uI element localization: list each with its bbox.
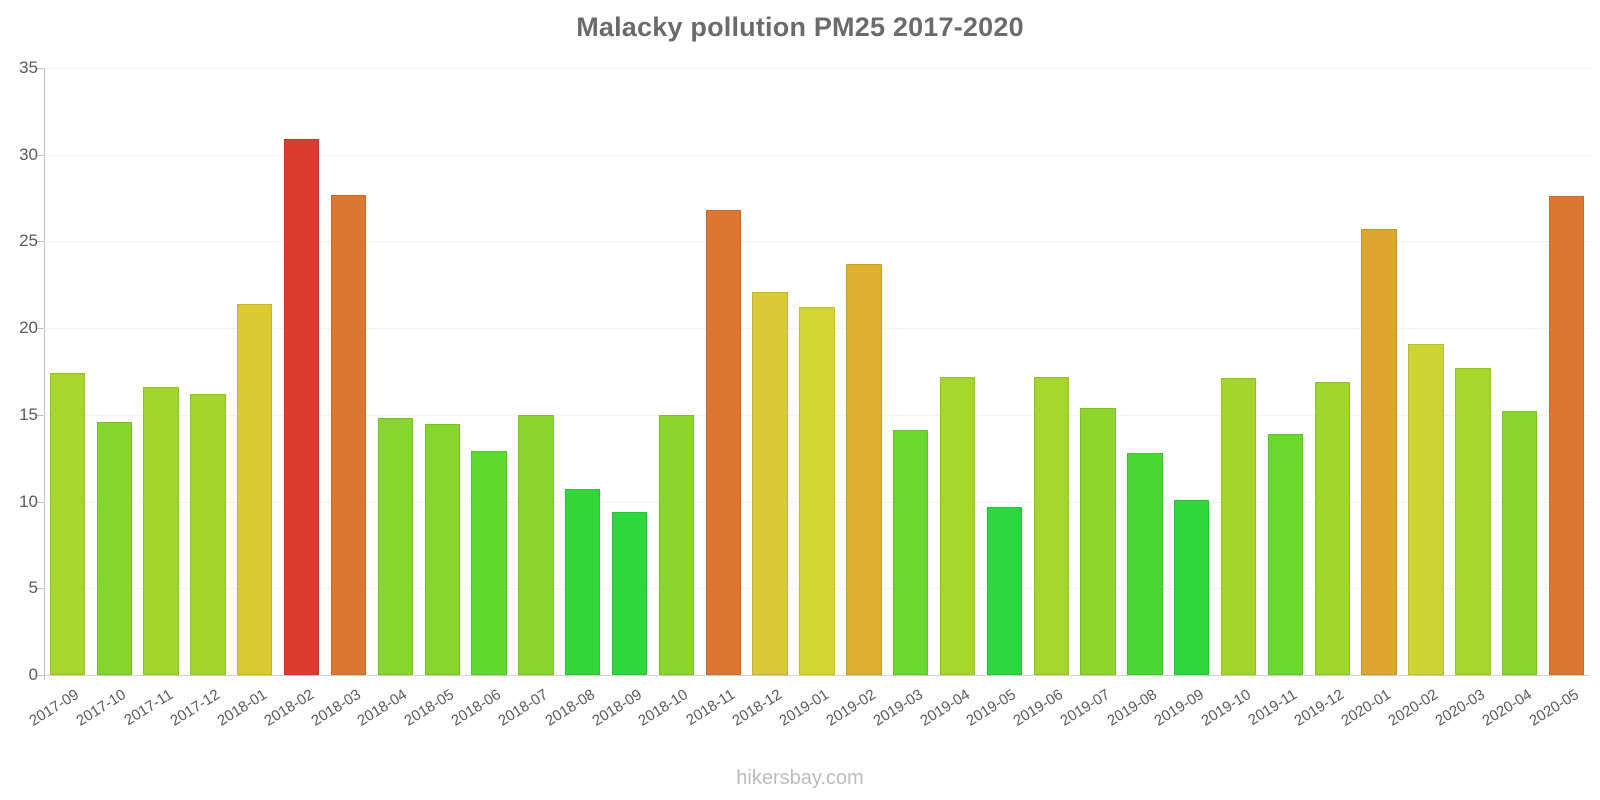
bar[interactable] [1127,453,1163,675]
y-axis-tick-label: 25 [19,231,38,251]
bar[interactable] [1361,229,1397,675]
bar[interactable] [893,430,929,675]
bar[interactable] [143,387,179,675]
bar[interactable] [1267,433,1304,675]
y-axis-tick-label: 10 [19,491,38,511]
bar[interactable] [190,394,226,675]
bar[interactable] [1174,499,1210,675]
bar[interactable] [471,451,507,675]
y-axis-line [44,68,45,680]
gridline [44,154,1590,156]
bar[interactable] [283,139,320,675]
bar[interactable] [986,506,1023,675]
chart-title: Malacky pollution PM25 2017-2020 [576,12,1024,42]
bar[interactable] [658,414,695,675]
bar[interactable] [237,303,273,675]
bar[interactable] [939,376,976,675]
bar[interactable] [1548,196,1585,675]
bar[interactable] [518,414,554,675]
bar[interactable] [1080,407,1116,675]
y-axis-tick-label: 15 [19,404,38,424]
bar[interactable] [1455,368,1491,675]
y-axis-tick-mark [37,154,44,156]
y-axis-tick-mark [37,68,44,69]
y-axis-tick-label: 5 [28,578,38,598]
bar[interactable] [49,373,86,675]
y-axis-tick-mark [37,501,44,503]
y-axis-tick-mark [37,241,44,243]
gridline [44,68,1590,69]
y-axis-tick-mark [37,328,44,330]
y-axis-tick-label: 30 [19,144,38,164]
plot-area [44,68,1590,676]
bar[interactable] [96,421,132,675]
bar[interactable] [330,194,367,675]
bar[interactable] [424,423,460,675]
bar[interactable] [1408,343,1444,675]
bar[interactable] [846,263,882,675]
x-axis-labels: 2017-09 2017-10 2017-11 2017-12 2018-01 2018-… [27,0,1590,800]
bar[interactable] [377,418,414,675]
gridline [44,675,1590,676]
bar[interactable] [799,307,835,675]
bar[interactable] [611,511,648,675]
y-axis-tick-label: 0 [28,665,38,684]
y-axis-tick-label: 20 [19,318,38,338]
y-axis-tick-label: 35 [19,58,38,77]
y-axis-tick-mark [37,675,44,676]
bar[interactable] [752,291,788,675]
watermark-label: hikersbay.com [736,767,864,789]
bar[interactable] [705,210,741,675]
bar[interactable] [1502,411,1538,675]
bar[interactable] [1220,378,1257,675]
bar[interactable] [1033,376,1069,675]
y-axis-tick-mark [37,588,44,590]
gridline [44,241,1590,243]
y-axis-tick-mark [37,414,44,416]
bar[interactable] [565,489,601,675]
bar[interactable] [1314,381,1350,675]
